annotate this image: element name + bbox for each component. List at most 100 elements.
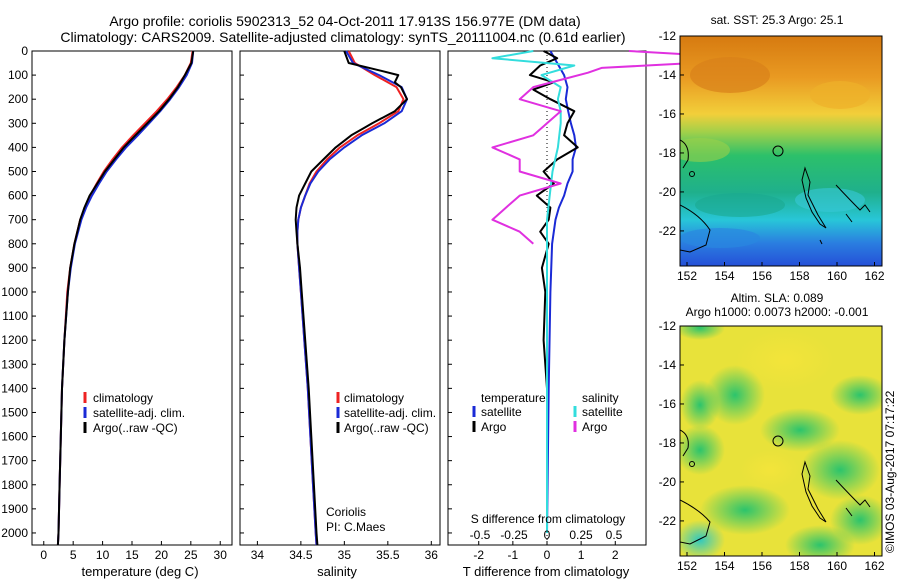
lat-tick-label: -14 xyxy=(659,68,677,82)
title-line-2: Climatology: CARS2009. Satellite-adjuste… xyxy=(60,29,625,45)
lat-tick-label: -20 xyxy=(659,185,677,199)
legend-temperature-head: temperature xyxy=(481,391,546,405)
lat-tick-label: -18 xyxy=(659,146,677,160)
legend-salinity-head: salinity xyxy=(582,391,619,405)
difference-xlabel: T difference from climatology xyxy=(463,564,630,579)
s-tick-0.25: 0.25 xyxy=(569,528,593,542)
lon-tick-label: 160 xyxy=(827,559,847,573)
depth-tick-label: 300 xyxy=(8,116,28,130)
depth-tick-label: 1800 xyxy=(1,478,28,492)
s-tick-minus-0.5: -0.5 xyxy=(470,528,491,542)
x-tick-label: 34 xyxy=(251,548,265,562)
depth-tick-label: 100 xyxy=(8,68,28,82)
x-tick-label: 0 xyxy=(40,548,47,562)
depth-tick-label: 1600 xyxy=(1,430,28,444)
depth-tick-label: 500 xyxy=(8,164,28,178)
lon-tick-label: 156 xyxy=(752,269,772,283)
lon-tick-label: 162 xyxy=(864,269,884,283)
s-tick-0.5: 0.5 xyxy=(606,528,623,542)
sst-map-frame xyxy=(679,35,883,267)
depth-tick-label: 1200 xyxy=(1,333,28,347)
credit-pi: PI: C.Maes xyxy=(326,520,385,534)
difference-legend: temperature salinity satellite Argo sate… xyxy=(472,391,623,434)
depth-tick-label: 400 xyxy=(8,140,28,154)
sst-map xyxy=(680,36,882,266)
depth-tick-label: 600 xyxy=(8,189,28,203)
depth-tick-label: 200 xyxy=(8,92,28,106)
series-climatology xyxy=(56,50,194,546)
depth-tick-label: 0 xyxy=(21,44,28,58)
sla-map-frame xyxy=(679,325,883,557)
x-tick-label: 35.5 xyxy=(376,548,400,562)
lat-tick-label: -20 xyxy=(659,475,677,489)
depth-tick-label: 900 xyxy=(8,261,28,275)
legend-climatology-label: climatology xyxy=(93,391,153,405)
lat-tick-label: -18 xyxy=(659,436,677,450)
depth-tick-label: 1000 xyxy=(1,285,28,299)
salinity-axes xyxy=(239,50,441,546)
lon-tick-label: 158 xyxy=(789,559,809,573)
depth-tick-label: 800 xyxy=(8,237,28,251)
lon-tick-label: 152 xyxy=(677,269,697,283)
legend-argo-label: Argo(..raw -QC) xyxy=(93,421,178,435)
x-tick-label: 1 xyxy=(578,548,585,562)
depth-tick-label: 1700 xyxy=(1,454,28,468)
salinity-xlabel: salinity xyxy=(317,564,357,579)
x-tick-label: 35 xyxy=(338,548,352,562)
title-line-1: Argo profile: coriolis 5902313_52 04-Oct… xyxy=(109,13,580,29)
lat-tick-label: -16 xyxy=(659,107,677,121)
lat-tick-label: -14 xyxy=(659,358,677,372)
temperature-xlabel: temperature (deg C) xyxy=(81,564,198,579)
x-tick-label: 25 xyxy=(184,548,198,562)
s-tick-0: 0 xyxy=(544,528,551,542)
lon-tick-label: 154 xyxy=(714,559,734,573)
s-tick-minus-0.25: -0.25 xyxy=(500,528,528,542)
depth-tick-label: 700 xyxy=(8,213,28,227)
lon-tick-label: 160 xyxy=(827,269,847,283)
depth-tick-label: 1100 xyxy=(2,309,28,323)
sst-map-title: sat. SST: 25.3 Argo: 25.1 xyxy=(711,13,844,27)
legend-s-argo-label: Argo xyxy=(582,420,608,434)
x-tick-label: 10 xyxy=(96,548,110,562)
legend-satellite-label: satellite-adj. clim. xyxy=(93,406,185,420)
series-satellite xyxy=(56,50,195,546)
x-tick-label: 34.5 xyxy=(289,548,313,562)
credit-institution: Coriolis xyxy=(326,505,366,519)
depth-tick-label: 1300 xyxy=(1,357,28,371)
lon-tick-label: 152 xyxy=(677,559,697,573)
legend-climatology-label: climatology xyxy=(344,391,404,405)
x-tick-label: 30 xyxy=(214,548,228,562)
lat-tick-label: -12 xyxy=(659,29,677,43)
legend-satellite-label: satellite-adj. clim. xyxy=(344,406,436,420)
lon-tick-label: 158 xyxy=(789,269,809,283)
sla-map xyxy=(680,326,882,556)
x-tick-label: -1 xyxy=(508,548,519,562)
depth-tick-label: 1400 xyxy=(1,381,28,395)
lat-tick-label: -16 xyxy=(659,397,677,411)
series-argo xyxy=(56,50,195,546)
depth-tick-label: 1900 xyxy=(1,502,28,516)
imos-timestamp: ©IMOS 03-Aug-2017 07:17:22 xyxy=(883,390,897,553)
series-s-argo xyxy=(491,50,740,245)
legend-s-satellite-label: satellite xyxy=(582,405,623,419)
sla-map-title-1: Altim. SLA: 0.089 xyxy=(731,291,824,305)
temperature-axes xyxy=(31,50,233,546)
sla-map-title-2: Argo h1000: 0.0073 h2000: -0.001 xyxy=(686,305,869,319)
lon-tick-label: 156 xyxy=(752,559,772,573)
lat-tick-label: -22 xyxy=(659,514,677,528)
x-tick-label: 20 xyxy=(155,548,169,562)
legend-t-satellite-label: satellite xyxy=(481,405,522,419)
temperature-legend: climatology satellite-adj. clim. Argo(..… xyxy=(83,391,185,435)
salinity-legend: climatology satellite-adj. clim. Argo(..… xyxy=(336,391,436,435)
x-tick-label: 15 xyxy=(125,548,139,562)
lat-tick-label: -12 xyxy=(659,319,677,333)
legend-t-argo-label: Argo xyxy=(481,420,507,434)
x-tick-label: 2 xyxy=(612,548,619,562)
depth-tick-label: 1500 xyxy=(1,405,28,419)
lat-tick-label: -22 xyxy=(659,224,677,238)
x-tick-label: 0 xyxy=(544,548,551,562)
x-tick-label: 36 xyxy=(425,548,439,562)
lon-tick-label: 162 xyxy=(864,559,884,573)
depth-tick-label: 2000 xyxy=(1,526,28,540)
